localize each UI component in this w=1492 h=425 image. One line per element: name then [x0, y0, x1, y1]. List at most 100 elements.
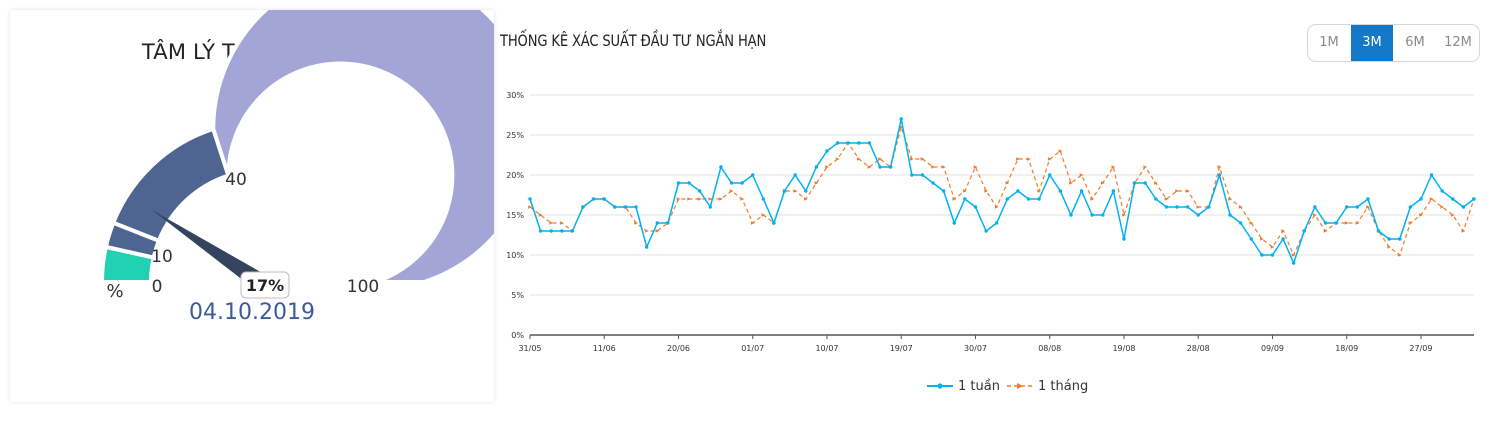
series-point-1[interactable]: [1238, 205, 1243, 209]
series-point-0[interactable]: [1037, 197, 1041, 201]
series-point-1[interactable]: [1111, 165, 1116, 169]
series-point-0[interactable]: [1101, 213, 1105, 217]
series-point-1[interactable]: [687, 197, 692, 201]
series-point-1[interactable]: [1450, 213, 1455, 217]
series-point-0[interactable]: [1132, 181, 1137, 185]
series-point-1[interactable]: [941, 165, 946, 169]
series-point-0[interactable]: [1472, 197, 1476, 201]
series-point-0[interactable]: [1313, 205, 1317, 209]
series-point-0[interactable]: [1217, 173, 1222, 177]
series-point-1[interactable]: [1037, 189, 1042, 193]
series-point-1[interactable]: [644, 229, 649, 233]
series-point-1[interactable]: [878, 157, 883, 161]
series-point-0[interactable]: [952, 221, 956, 225]
series-point-1[interactable]: [1260, 237, 1264, 241]
series-point-0[interactable]: [1323, 221, 1328, 225]
series-point-0[interactable]: [1185, 205, 1190, 209]
series-point-1[interactable]: [1281, 229, 1286, 233]
series-point-1[interactable]: [560, 221, 564, 225]
series-point-1[interactable]: [857, 157, 861, 161]
series-point-0[interactable]: [570, 229, 575, 233]
series-point-0[interactable]: [920, 173, 925, 177]
series-point-0[interactable]: [1238, 221, 1243, 225]
series-point-0[interactable]: [581, 205, 585, 209]
series-point-0[interactable]: [984, 229, 988, 233]
series-point-0[interactable]: [846, 141, 850, 145]
series-point-0[interactable]: [793, 173, 797, 177]
series-point-1[interactable]: [1058, 149, 1063, 153]
series-point-0[interactable]: [549, 229, 553, 233]
series-point-1[interactable]: [740, 197, 745, 201]
series-point-1[interactable]: [1387, 245, 1392, 249]
series-point-0[interactable]: [772, 221, 776, 225]
series-point-0[interactable]: [910, 173, 914, 177]
series-point-0[interactable]: [1334, 221, 1338, 225]
series-point-0[interactable]: [1461, 205, 1466, 209]
series-point-1[interactable]: [1143, 165, 1148, 169]
series-point-0[interactable]: [698, 189, 702, 193]
series-point-1[interactable]: [973, 165, 978, 169]
series-point-1[interactable]: [697, 197, 702, 201]
series-point-1[interactable]: [1249, 221, 1254, 225]
series-point-0[interactable]: [835, 141, 840, 145]
series-point-0[interactable]: [1069, 213, 1073, 217]
series-point-0[interactable]: [676, 181, 681, 185]
series-point-0[interactable]: [1429, 173, 1434, 177]
series-point-0[interactable]: [1291, 261, 1296, 265]
range-6m-button[interactable]: 6M: [1405, 35, 1425, 50]
series-point-0[interactable]: [941, 189, 946, 193]
series-point-0[interactable]: [1048, 173, 1052, 177]
range-3m-button[interactable]: 3M: [1351, 25, 1393, 61]
series-point-0[interactable]: [963, 197, 967, 201]
series-point-0[interactable]: [644, 245, 649, 249]
series-point-1[interactable]: [1397, 253, 1402, 257]
series-point-0[interactable]: [740, 181, 744, 185]
series-point-0[interactable]: [1228, 213, 1232, 217]
series-point-1[interactable]: [708, 197, 713, 201]
series-point-1[interactable]: [1100, 181, 1105, 185]
series-point-1[interactable]: [1026, 157, 1031, 161]
series-point-0[interactable]: [1016, 189, 1020, 193]
series-point-0[interactable]: [857, 141, 861, 145]
series-point-0[interactable]: [666, 221, 670, 225]
series-point-1[interactable]: [1429, 197, 1434, 201]
series-point-0[interactable]: [1398, 237, 1402, 241]
range-1m-button[interactable]: 1M: [1319, 35, 1339, 50]
series-point-0[interactable]: [1079, 189, 1084, 193]
series-point-1[interactable]: [793, 189, 798, 193]
legend-item-1-thang[interactable]: 1 tháng: [1007, 376, 1088, 396]
series-point-1[interactable]: [835, 157, 840, 161]
series-point-1[interactable]: [1313, 213, 1317, 217]
series-point-1[interactable]: [1047, 157, 1052, 161]
series-point-0[interactable]: [899, 117, 903, 121]
series-point-0[interactable]: [1281, 237, 1285, 241]
series-point-0[interactable]: [867, 141, 872, 145]
series-point-1[interactable]: [1079, 173, 1084, 177]
series-point-0[interactable]: [804, 189, 808, 193]
series-point-0[interactable]: [687, 181, 691, 185]
series-point-1[interactable]: [1355, 221, 1360, 225]
series-point-1[interactable]: [1366, 205, 1370, 209]
series-point-1[interactable]: [1323, 229, 1328, 233]
series-point-0[interactable]: [1345, 205, 1349, 209]
series-point-0[interactable]: [878, 165, 882, 169]
series-point-0[interactable]: [1249, 237, 1253, 241]
series-point-0[interactable]: [782, 189, 787, 193]
series-point-0[interactable]: [1111, 189, 1116, 193]
series-point-0[interactable]: [1366, 197, 1370, 201]
series-point-0[interactable]: [1122, 237, 1126, 241]
series-point-0[interactable]: [814, 165, 819, 169]
series-point-1[interactable]: [1069, 181, 1073, 185]
series-point-0[interactable]: [1408, 205, 1413, 209]
series-point-1[interactable]: [867, 165, 872, 169]
series-point-0[interactable]: [1143, 181, 1147, 185]
series-point-0[interactable]: [994, 221, 999, 225]
series-point-0[interactable]: [528, 197, 532, 201]
series-point-1[interactable]: [814, 181, 819, 185]
series-point-0[interactable]: [1154, 197, 1158, 201]
series-point-0[interactable]: [538, 229, 543, 233]
series-point-0[interactable]: [591, 197, 596, 201]
series-point-0[interactable]: [1207, 205, 1211, 209]
series-point-1[interactable]: [1090, 197, 1095, 201]
series-point-0[interactable]: [751, 173, 755, 177]
